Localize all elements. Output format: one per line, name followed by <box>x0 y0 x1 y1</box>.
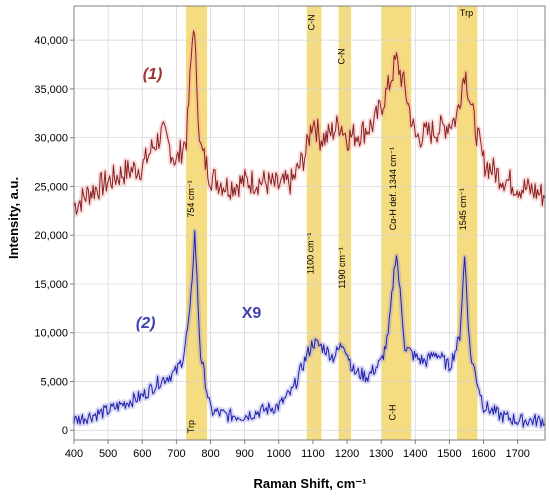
y-tick-label-5: 25,000 <box>34 181 68 193</box>
annotation-6: Cα-H def. 1344 cm⁻¹ <box>388 147 398 230</box>
y-axis-label: Intensity, a.u. <box>6 177 21 259</box>
highlight-band-2 <box>338 6 352 440</box>
annotation-2: C-N <box>307 14 317 30</box>
x-axis-ticks: 400 500 600 700 800 900 1000 1100 1200 1300 1400 15… <box>65 440 530 460</box>
y-axis-ticks: 0 5,000 10,000 15,000 20,000 25,000 30,000 35,0… <box>34 35 74 437</box>
annotation-0: 754 cm⁻¹ <box>186 180 196 217</box>
series-2-line <box>73 230 546 428</box>
y-tick-label-2: 10,000 <box>34 328 68 340</box>
highlight-bands <box>185 6 478 440</box>
x-tick-label-2: 600 <box>133 448 151 460</box>
x-tick-label-6: 1000 <box>267 448 291 460</box>
x-tick-label-9: 1300 <box>369 448 393 460</box>
highlight-band-4 <box>456 6 478 440</box>
x-tick-label-10: 1400 <box>403 448 427 460</box>
annotations: 754 cm⁻¹ Trp C-N 1100 cm⁻¹ C-N 1190 cm⁻¹ Cα-H … <box>136 8 473 433</box>
x-tick-label-1: 500 <box>99 448 117 460</box>
x-tick-label-8: 1200 <box>335 448 359 460</box>
y-tick-label-1: 5,000 <box>40 376 68 388</box>
x-tick-label-3: 700 <box>167 448 185 460</box>
annotation-7: C-H <box>388 405 398 421</box>
plot-frame <box>73 5 546 441</box>
y-tick-label-0: 0 <box>62 425 68 437</box>
x-tick-label-13: 1700 <box>505 448 529 460</box>
x-tick-label-5: 900 <box>235 448 253 460</box>
annotation-4: C-N <box>336 49 346 65</box>
plot-border <box>73 5 546 441</box>
x-tick-label-7: 1100 <box>301 448 325 460</box>
x-tick-label-4: 800 <box>201 448 219 460</box>
annotation-8: Trp <box>460 8 473 18</box>
x-tick-label-0: 400 <box>65 448 83 460</box>
x-axis-label: Raman Shift, cm⁻¹ <box>253 476 366 491</box>
annotation-11: (2) <box>136 315 156 332</box>
highlight-band-1 <box>306 6 322 440</box>
highlight-band-3 <box>381 6 412 440</box>
annotation-1: Trp <box>186 420 196 433</box>
series-1-line <box>73 30 546 215</box>
y-tick-label-8: 40,000 <box>34 35 68 47</box>
x-tick-label-12: 1600 <box>471 448 495 460</box>
annotation-10: (1) <box>143 66 163 83</box>
y-tick-label-3: 15,000 <box>34 279 68 291</box>
series-lines <box>71 28 547 430</box>
annotation-3: 1100 cm⁻¹ <box>306 233 316 275</box>
annotation-12: X9 <box>242 305 262 322</box>
y-tick-label-7: 35,000 <box>34 84 68 96</box>
annotation-5: 1190 cm⁻¹ <box>337 247 347 289</box>
annotation-9: 1545 cm⁻¹ <box>458 188 468 230</box>
x-tick-label-11: 1500 <box>437 448 461 460</box>
highlight-band-0 <box>185 6 208 440</box>
y-tick-label-6: 30,000 <box>34 133 68 145</box>
y-tick-label-4: 20,000 <box>34 230 68 242</box>
